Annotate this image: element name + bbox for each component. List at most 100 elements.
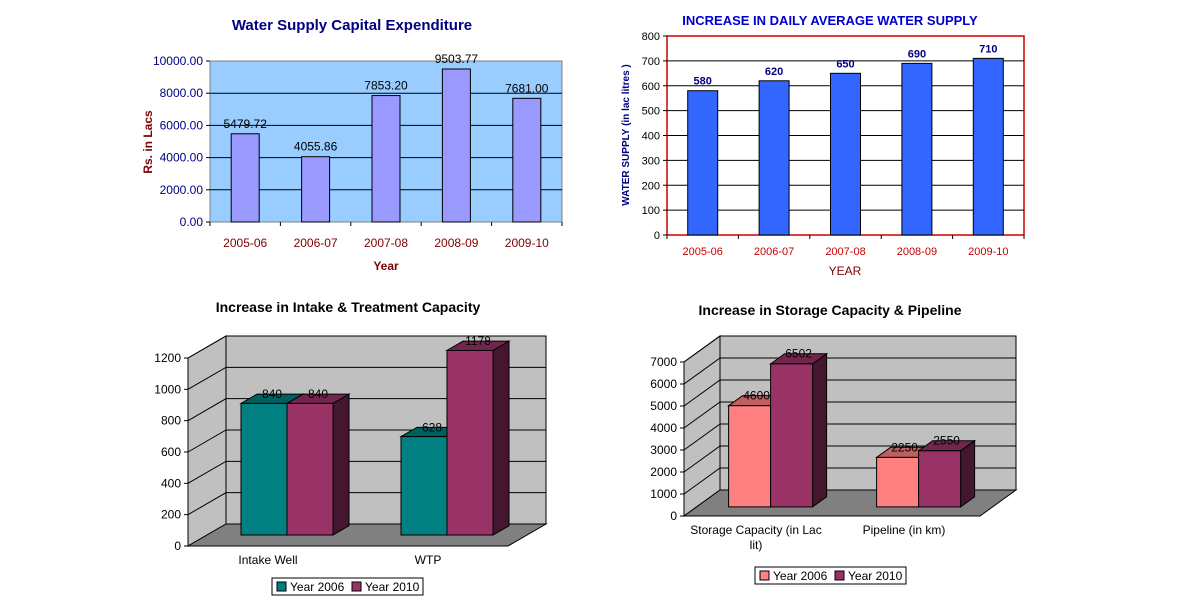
supply-data-label: 620 bbox=[765, 66, 783, 78]
supply-x-tick-label: 2009-10 bbox=[968, 246, 1008, 258]
storage-y-tick-label: 7000 bbox=[650, 355, 677, 369]
capex-x-tick-label: 2008-09 bbox=[434, 236, 478, 250]
intake-legend-label: Year 2006 bbox=[290, 580, 345, 594]
capex-y-tick-label: 8000.00 bbox=[160, 86, 204, 100]
capex-data-label: 7853.20 bbox=[364, 79, 408, 93]
storage-x-tick-label: Storage Capacity (in Lac bbox=[690, 523, 821, 537]
storage-legend-label: Year 2006 bbox=[773, 569, 828, 583]
supply-data-label: 710 bbox=[979, 43, 997, 55]
capex-y-tick-label: 2000.00 bbox=[160, 183, 204, 197]
storage-bar bbox=[728, 405, 772, 508]
capex-bar bbox=[371, 95, 401, 223]
capex-xlabel: Year bbox=[373, 259, 399, 273]
storage-bar bbox=[876, 456, 920, 508]
intake-x-tick-label: Intake Well bbox=[238, 553, 297, 567]
capex-bar bbox=[441, 68, 471, 223]
capex-y-tick-label: 0.00 bbox=[180, 215, 204, 229]
storage-legend-swatch bbox=[834, 570, 845, 581]
storage-x-tick-label: lit) bbox=[750, 538, 763, 552]
capex-y-tick-label: 6000.00 bbox=[160, 118, 204, 132]
storage-chart: Increase in Storage Capacity & Pipeline … bbox=[650, 302, 1018, 585]
supply-bar bbox=[972, 57, 1004, 236]
storage-gridline bbox=[683, 335, 1016, 363]
storage-bar bbox=[770, 363, 814, 508]
intake-gridline bbox=[187, 398, 546, 422]
storage-bar-side bbox=[960, 439, 976, 508]
storage-gridline bbox=[683, 423, 1016, 451]
intake-bar-side bbox=[492, 340, 510, 536]
intake-y-tick-label: 1200 bbox=[154, 351, 181, 365]
intake-y-tick-label: 200 bbox=[161, 508, 181, 522]
capex-x-tick-label: 2009-10 bbox=[505, 236, 549, 250]
intake-data-label: 1178 bbox=[465, 334, 491, 348]
supply-y-tick-label: 700 bbox=[642, 56, 660, 68]
supply-x-tick-label: 2007-08 bbox=[825, 246, 865, 258]
storage-y-tick-label: 6000 bbox=[650, 377, 677, 391]
storage-x-tick-label: Pipeline (in km) bbox=[863, 523, 946, 537]
intake-data-label: 840 bbox=[308, 387, 328, 401]
storage-legend-box bbox=[754, 566, 907, 585]
capex-data-label: 4055.86 bbox=[294, 140, 338, 154]
intake-legend-swatch bbox=[276, 581, 287, 592]
supply-y-tick-label: 0 bbox=[654, 230, 660, 242]
intake-bar bbox=[400, 436, 448, 536]
intake-data-label: 628 bbox=[422, 420, 442, 434]
storage-bar bbox=[918, 450, 962, 508]
storage-gridline bbox=[683, 357, 1016, 385]
supply-data-label: 690 bbox=[908, 48, 926, 60]
intake-y-tick-label: 800 bbox=[161, 414, 181, 428]
storage-y-tick-label: 4000 bbox=[650, 421, 677, 435]
supply-y-tick-label: 300 bbox=[642, 155, 660, 167]
intake-legend-swatch bbox=[351, 581, 362, 592]
storage-y-tick-label: 1000 bbox=[650, 487, 677, 501]
supply-y-tick-label: 500 bbox=[642, 106, 660, 118]
supply-xlabel: YEAR bbox=[829, 264, 862, 278]
supply-bar bbox=[687, 90, 719, 236]
storage-data-label: 2250 bbox=[891, 440, 918, 454]
intake-legend-box bbox=[271, 577, 424, 596]
storage-y-tick-label: 2000 bbox=[650, 465, 677, 479]
capex-data-label: 7681.00 bbox=[505, 81, 549, 95]
supply-y-tick-label: 600 bbox=[642, 81, 660, 93]
capex-data-label: 5479.72 bbox=[224, 117, 268, 131]
storage-y-tick-label: 5000 bbox=[650, 399, 677, 413]
capex-bar bbox=[230, 133, 260, 223]
storage-data-label: 4600 bbox=[743, 389, 770, 403]
intake-data-label: 840 bbox=[262, 387, 282, 401]
capex-x-tick-label: 2005-06 bbox=[223, 236, 267, 250]
storage-y-tick-label: 3000 bbox=[650, 443, 677, 457]
intake-legend-label: Year 2010 bbox=[365, 580, 420, 594]
supply-y-tick-label: 100 bbox=[642, 205, 660, 217]
capex-x-tick-label: 2007-08 bbox=[364, 236, 408, 250]
capex-y-tick-label: 10000.00 bbox=[153, 54, 203, 68]
intake-title: Increase in Intake & Treatment Capacity bbox=[216, 299, 481, 315]
supply-title: INCREASE IN DAILY AVERAGE WATER SUPPLY bbox=[682, 13, 978, 28]
supply-x-tick-label: 2005-06 bbox=[683, 246, 723, 258]
intake-bar bbox=[240, 402, 288, 536]
capex-bar bbox=[512, 97, 542, 223]
supply-y-tick-label: 800 bbox=[642, 31, 660, 43]
capex-ylabel: Rs. in Lacs bbox=[141, 110, 155, 174]
supply-ylabel: WATER SUPPLY (in lac litres ) bbox=[621, 64, 632, 206]
storage-side-wall bbox=[683, 335, 721, 517]
storage-bar-side bbox=[812, 352, 828, 508]
supply-bar bbox=[758, 80, 790, 236]
storage-data-label: 6502 bbox=[785, 347, 812, 361]
storage-data-label: 2550 bbox=[933, 434, 960, 448]
supply-x-tick-label: 2008-09 bbox=[897, 246, 937, 258]
supply-bar bbox=[830, 72, 861, 236]
storage-legend-swatch bbox=[759, 570, 770, 581]
storage-gridline bbox=[683, 445, 1016, 473]
capex-bar bbox=[301, 156, 331, 223]
intake-gridline bbox=[187, 335, 546, 359]
storage-gridline bbox=[683, 379, 1016, 407]
storage-title: Increase in Storage Capacity & Pipeline bbox=[699, 302, 962, 318]
intake-y-tick-label: 0 bbox=[174, 539, 181, 553]
storage-gridline bbox=[683, 401, 1016, 429]
capex-title: Water Supply Capital Expenditure bbox=[232, 17, 472, 34]
intake-bar bbox=[446, 349, 494, 536]
intake-y-tick-label: 600 bbox=[161, 445, 181, 459]
intake-x-tick-label: WTP bbox=[415, 553, 442, 567]
intake-y-tick-label: 1000 bbox=[154, 382, 181, 396]
